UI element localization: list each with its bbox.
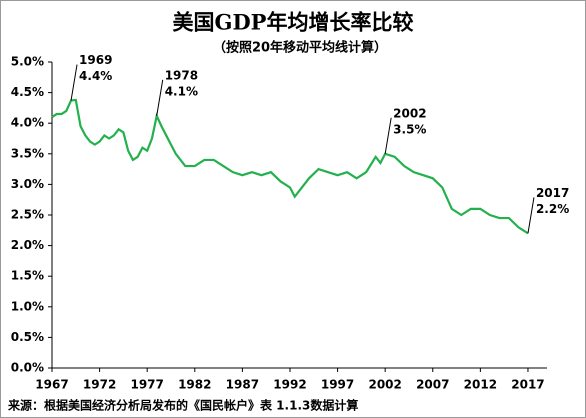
y-tick-label: 0.5% — [11, 330, 44, 344]
x-tick-label: 1977 — [130, 378, 163, 392]
x-tick-label: 1967 — [35, 378, 68, 392]
x-tick-label: 1982 — [178, 378, 211, 392]
annotation-label: 1969 — [79, 53, 112, 67]
chart-subtitle: （按照20年移动平均线计算） — [213, 40, 387, 56]
y-tick-label: 4.0% — [11, 116, 44, 130]
annotation-label: 2002 — [393, 106, 426, 120]
annotation-label: 1978 — [165, 68, 198, 82]
y-tick-label: 1.5% — [11, 269, 44, 283]
y-tick-label: 1.0% — [11, 299, 44, 313]
y-tick-label: 2.5% — [11, 208, 44, 222]
y-tick-label: 3.0% — [11, 177, 44, 191]
x-tick-label: 2012 — [464, 378, 497, 392]
x-tick-label: 1997 — [321, 378, 354, 392]
y-tick-label: 5.0% — [11, 55, 44, 69]
x-tick-label: 1972 — [83, 378, 116, 392]
y-tick-label: 4.5% — [11, 85, 44, 99]
x-tick-label: 1987 — [226, 378, 259, 392]
chart-title: 美国GDP年均增长率比较 — [173, 10, 414, 35]
x-tick-label: 1992 — [273, 378, 306, 392]
annotation-label: 2017 — [536, 186, 569, 200]
annotation-leader — [70, 64, 78, 101]
annotation-value: 3.5% — [393, 122, 426, 136]
y-tick-label: 2.0% — [11, 238, 44, 252]
annotation-leader — [156, 79, 164, 116]
source-note: 来源：根据美国经济分析局发布的《国民帐户》表 1.1.3数据计算 — [7, 398, 358, 413]
annotation-leader — [527, 197, 535, 234]
annotation-value: 2.2% — [536, 202, 569, 216]
annotation-value: 4.1% — [165, 84, 198, 98]
x-tick-label: 2017 — [511, 378, 544, 392]
y-tick-label: 0.0% — [11, 361, 44, 375]
annotation-leader — [384, 117, 392, 154]
x-tick-label: 2007 — [416, 378, 449, 392]
x-tick-label: 2002 — [368, 378, 401, 392]
data-line — [51, 98, 529, 235]
y-tick-label: 3.5% — [11, 146, 44, 160]
annotation-value: 4.4% — [79, 69, 112, 83]
